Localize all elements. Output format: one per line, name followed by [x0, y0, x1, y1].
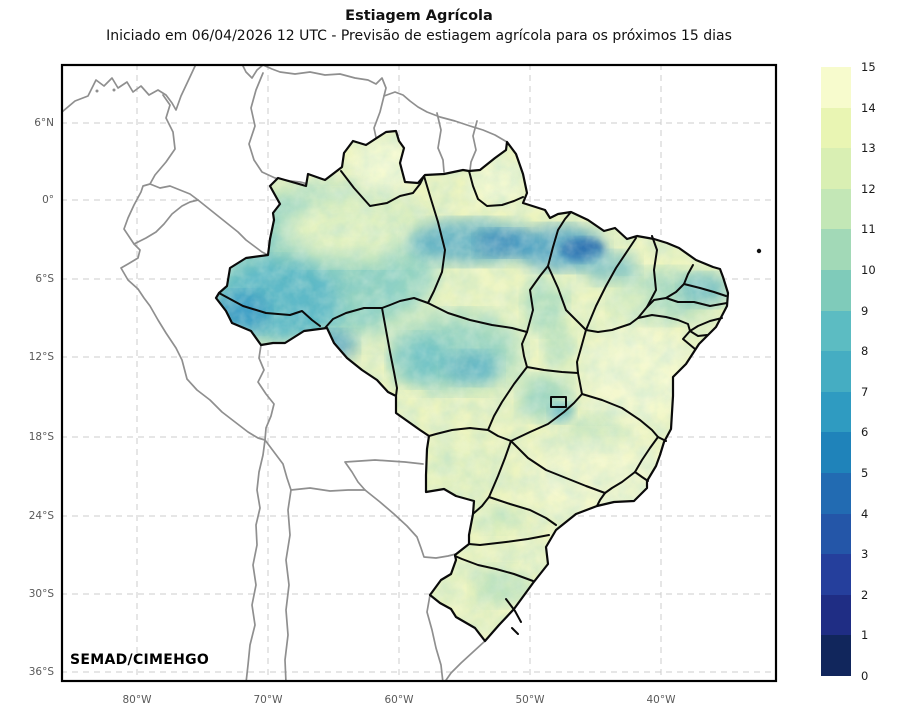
colorbar-segment [821, 188, 851, 230]
lat-tick-6n: 6°N [34, 117, 54, 129]
colorbar-tick: 7 [861, 385, 869, 399]
colorbar-segment [821, 635, 851, 676]
figure-title: Estiagem Agrícola [345, 8, 493, 24]
central-america-coast [62, 65, 197, 113]
lon-tick-40w: 40°W [646, 694, 676, 706]
venezuela-guianas-coast [241, 65, 508, 143]
chile-borders [264, 439, 292, 681]
lon-tick-80w: 80°W [122, 694, 152, 706]
distrito-federal-outline [550, 396, 567, 408]
colorbar-segment [821, 513, 851, 555]
colorbar-tick: 0 [861, 669, 869, 683]
pacific-coast [120, 94, 266, 681]
colorbar-segment [821, 107, 851, 149]
colorbar-tick: 6 [861, 425, 869, 439]
bolivia-paraguay-border [344, 459, 424, 491]
paraguay-argentina-border [364, 489, 457, 559]
colombia-ecuador-border [149, 183, 199, 201]
lat-tick-0: 0° [42, 194, 54, 206]
rs-coastal-lagoons [505, 598, 522, 635]
colorbar-segment [821, 269, 851, 311]
colorbar-tick: 10 [861, 263, 876, 277]
lon-tick-70w: 70°W [253, 694, 283, 706]
lat-tick-24s: 24°S [28, 510, 54, 522]
colorbar-tick: 8 [861, 344, 869, 358]
ecuador-peru-border [133, 199, 199, 245]
lon-tick-60w: 60°W [384, 694, 414, 706]
lat-tick-18s: 18°S [28, 431, 54, 443]
state-borders [218, 170, 728, 635]
suriname-frguiana-border [469, 120, 478, 171]
colorbar-segment [821, 391, 851, 433]
colorbar-segment [821, 472, 851, 514]
argentina-uruguay-border [426, 594, 444, 681]
peru-bolivia-border [257, 344, 275, 441]
lat-tick-12s: 12°S [28, 351, 54, 363]
credit-label: SEMAD/CIMEHGO [70, 652, 210, 668]
colorbar-segment [821, 351, 851, 392]
colorbar-tick: 14 [861, 101, 876, 115]
colorbar-tick: 3 [861, 547, 869, 561]
colorbar-segment [821, 148, 851, 189]
colorbar-segment [821, 67, 851, 108]
map-frame [60, 63, 778, 683]
colorbar-tick: 5 [861, 466, 869, 480]
lat-tick-36s: 36°S [28, 666, 54, 678]
colorbar-tick: 4 [861, 507, 869, 521]
colorbar-tick: 11 [861, 222, 876, 236]
colorbar-tick: 2 [861, 588, 869, 602]
colorbar-segment [821, 594, 851, 636]
colorbar-tick: 9 [861, 304, 869, 318]
lon-tick-50w: 50°W [515, 694, 545, 706]
colorbar-segment [821, 310, 851, 352]
colorbar-tick: 15 [861, 60, 876, 74]
colorbar [821, 67, 851, 676]
colorbar-segment [821, 432, 851, 473]
lat-tick-6s: 6°S [35, 273, 54, 285]
lat-tick-30s: 30°S [28, 588, 54, 600]
guyana-suriname-border [436, 112, 445, 173]
figure-subtitle: Iniciado em 06/04/2026 12 UTC - Previsão… [106, 28, 732, 44]
uruguay-coast [444, 640, 486, 681]
colorbar-tick: 12 [861, 182, 876, 196]
brazil-country-outline [214, 129, 730, 643]
colombia-peru-border [197, 199, 269, 256]
bolivia-argentina-border [290, 487, 366, 492]
colorbar-tick: 1 [861, 628, 869, 642]
colorbar-segment [821, 554, 851, 595]
colorbar-tick: 13 [861, 141, 876, 155]
offshore-island-dot [756, 248, 762, 254]
colorbar-segment [821, 229, 851, 270]
